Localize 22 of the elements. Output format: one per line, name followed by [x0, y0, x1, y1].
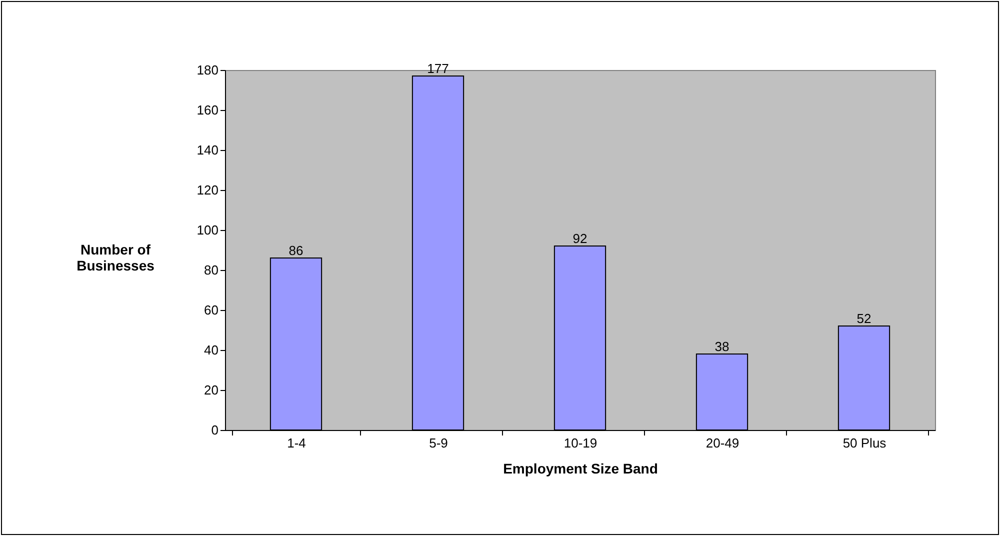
y-tick-label: 160 [196, 102, 218, 118]
y-tick-label: 180 [196, 62, 218, 78]
x-tick-label: 1-4 [287, 436, 306, 450]
x-tick-label: 50 Plus [842, 436, 887, 450]
y-tick-label: 60 [204, 302, 218, 318]
y-tick-label: 40 [204, 342, 218, 358]
x-tick-label: 5-9 [429, 436, 448, 450]
x-tick-label: 20-49 [706, 436, 740, 450]
y-tick-label: 140 [196, 142, 218, 158]
x-tick-label: 10-19 [564, 436, 598, 450]
y-tick-label: 120 [196, 182, 218, 198]
y-tick-label: 80 [204, 262, 218, 278]
y-tick-label: 100 [196, 222, 218, 238]
data-label: 86 [288, 243, 304, 258]
data-label: 92 [572, 231, 588, 246]
y-axis-title: Number of Businesses [76, 242, 155, 274]
x-axis-title: Employment Size Band [503, 460, 658, 476]
y-tick-label: 0 [211, 422, 218, 438]
data-label: 177 [427, 61, 449, 76]
data-label: 52 [856, 311, 872, 326]
data-label: 38 [714, 339, 730, 354]
y-tick-label: 20 [204, 382, 218, 398]
